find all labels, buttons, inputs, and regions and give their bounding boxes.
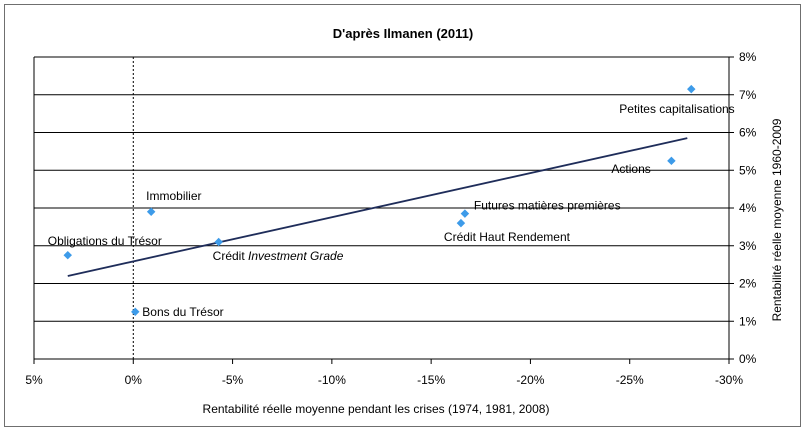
point-label-text: Futures matières premières [474, 199, 621, 213]
point-label: Immobilier [146, 189, 201, 203]
gridlines [33, 56, 729, 360]
point-label-text: Petites capitalisations [619, 102, 734, 116]
y-tick-label: 4% [739, 201, 757, 215]
data-point [131, 307, 140, 317]
data-point [146, 207, 156, 217]
trendline [67, 137, 688, 277]
y-axis-label: Rentabilité réelle moyenne 1960-2009 [770, 118, 784, 321]
point-label-text: Actions [611, 162, 650, 176]
data-point [667, 156, 676, 166]
point-label: Petites capitalisations [619, 102, 734, 116]
point-label: Futures matières premières [474, 199, 621, 213]
point-label-text: Crédit Haut Rendement [444, 230, 571, 244]
point-label: Obligations du Trésor [48, 234, 162, 248]
x-tick-label: 0% [125, 373, 143, 387]
x-tick-label: -20% [516, 373, 544, 387]
y-axis: 0% 1% 2% 3% 4% 5% 6% 7% 8% [728, 50, 757, 366]
data-point [214, 237, 223, 247]
chart-title: D'après Ilmanen (2011) [333, 26, 473, 41]
point-label: Crédit Haut Rendement [444, 230, 571, 244]
data-point [456, 218, 466, 228]
y-tick-label: 8% [739, 50, 757, 64]
point-label-text: Bons du Trésor [142, 305, 223, 319]
x-tick-label: -5% [222, 373, 244, 387]
point-label-text: Immobilier [146, 189, 201, 203]
y-tick-label: 6% [739, 126, 757, 140]
x-tick-label: -25% [616, 373, 644, 387]
point-label: Bons du Trésor [142, 305, 223, 319]
point-labels: Obligations du Trésor Bons du Trésor Immob… [48, 102, 735, 319]
y-tick-label: 3% [739, 239, 757, 253]
x-axis: 5% 0% -5% -10% -15% -20% -25% -30% [25, 57, 743, 387]
y-tick-label: 2% [739, 277, 757, 291]
point-label-italic: Investment Grade [248, 249, 344, 263]
x-tick-label: -30% [715, 373, 743, 387]
x-tick-label: -10% [318, 373, 346, 387]
point-label-text: Crédit [213, 249, 248, 263]
y-tick-label: 7% [739, 88, 757, 102]
data-point [460, 209, 470, 218]
point-label: Actions [611, 162, 650, 176]
trendline-group [67, 137, 688, 277]
y-tick-label: 0% [739, 352, 757, 366]
point-label-text: Obligations du Trésor [48, 234, 162, 248]
chart-frame [4, 4, 801, 427]
point-label: Crédit Investment Grade [213, 249, 344, 263]
data-point [63, 250, 72, 260]
x-tick-label: -15% [417, 373, 445, 387]
x-tick-label: 5% [25, 373, 43, 387]
y-tick-label: 5% [739, 163, 757, 177]
x-axis-label: Rentabilité réelle moyenne pendant les c… [203, 402, 550, 416]
y-tick-label: 1% [739, 314, 757, 328]
data-point [687, 84, 696, 94]
